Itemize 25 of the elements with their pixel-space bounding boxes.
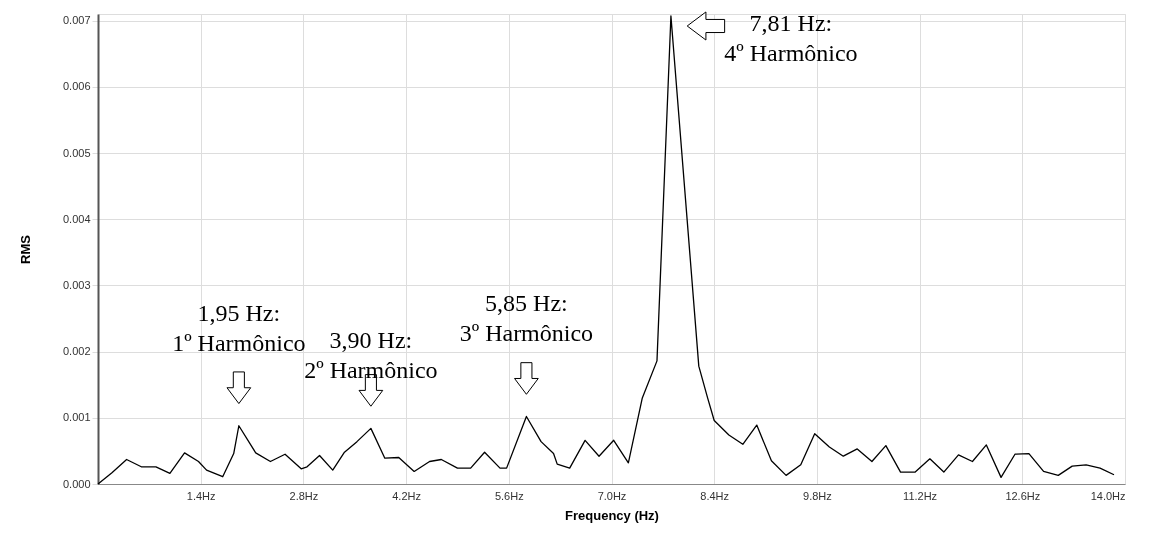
- y-tick-label: 0.000: [62, 477, 91, 490]
- x-tick-label: 4.2Hz: [392, 489, 421, 502]
- y-tick-label: 0.001: [62, 411, 91, 424]
- x-tick-label: 12.6Hz: [1005, 489, 1041, 502]
- x-tick-label: 14.0Hz: [1090, 489, 1126, 502]
- y-tick-label: 0.005: [62, 146, 91, 159]
- x-tick-label: 11.2Hz: [903, 489, 938, 502]
- x-tick-label: 5.6Hz: [494, 489, 524, 502]
- y-tick-label: 0.003: [62, 278, 91, 291]
- x-tick-label: 8.4Hz: [700, 489, 730, 502]
- annotation: 1,95 Hz: 1º Harmônico: [172, 299, 306, 356]
- x-tick-label: 9.8Hz: [803, 489, 832, 502]
- x-tick-label: 2.8Hz: [289, 489, 319, 502]
- y-axis-title: RMS: [17, 234, 33, 264]
- y-tick-label: 0.007: [62, 14, 91, 27]
- x-tick-label: 7.0Hz: [597, 489, 627, 502]
- x-axis-title: Frequency (Hz): [565, 507, 659, 523]
- y-tick-label: 0.006: [62, 80, 91, 93]
- y-tick-label: 0.004: [62, 212, 91, 225]
- annotation: 5,85 Hz: 3º Harmônico: [459, 290, 594, 347]
- line-series: [97, 15, 1115, 485]
- annotation: 3,90 Hz: 2º Harmônico: [304, 327, 438, 384]
- x-tick-label: 1.4Hz: [186, 489, 216, 502]
- y-tick-label: 0.002: [62, 345, 91, 358]
- annotation: 7,81 Hz: 4º Harmônico: [724, 9, 858, 66]
